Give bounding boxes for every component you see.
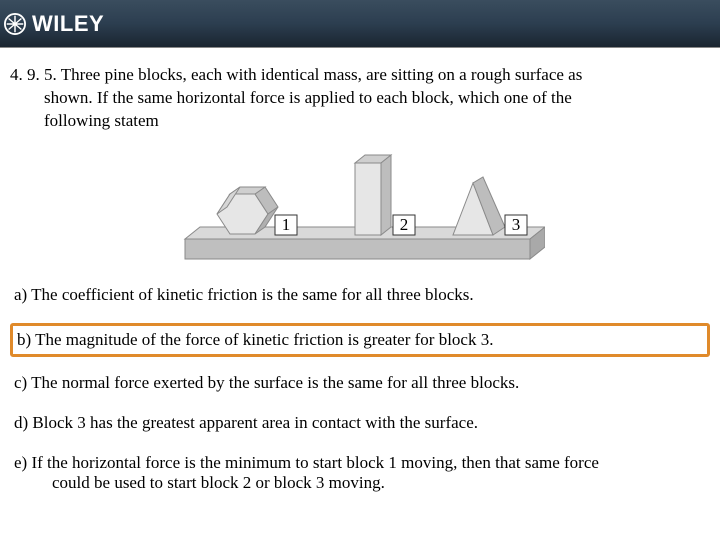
option-a-label: a) bbox=[14, 285, 31, 304]
stem-line-3: following statem bbox=[10, 110, 710, 133]
option-e-text-2: could be used to start block 2 or block … bbox=[14, 473, 706, 493]
wiley-icon bbox=[4, 13, 26, 35]
stem-line-2: shown. If the same horizontal force is a… bbox=[10, 87, 710, 110]
option-d-label: d) bbox=[14, 413, 32, 432]
option-d-text: Block 3 has the greatest apparent area i… bbox=[32, 413, 478, 432]
slide-content: 4. 9. 5. Three pine blocks, each with id… bbox=[0, 48, 720, 521]
question-stem: 4. 9. 5. Three pine blocks, each with id… bbox=[10, 64, 710, 133]
wiley-logo: WILEY bbox=[4, 11, 104, 37]
label-2: 2 bbox=[400, 215, 409, 234]
options-list: a) The coefficient of kinetic friction i… bbox=[10, 283, 710, 495]
option-a: a) The coefficient of kinetic friction i… bbox=[10, 283, 710, 307]
option-e: e) If the horizontal force is the minimu… bbox=[10, 451, 710, 495]
stem-line-1: 4. 9. 5. Three pine blocks, each with id… bbox=[10, 64, 710, 87]
blocks-figure: 1 2 3 bbox=[175, 139, 545, 269]
header-bar: WILEY bbox=[0, 0, 720, 48]
figure-container: 1 2 3 bbox=[10, 139, 710, 269]
option-b-label: b) bbox=[17, 330, 35, 349]
option-b: b) The magnitude of the force of kinetic… bbox=[10, 323, 710, 357]
option-a-text: The coefficient of kinetic friction is t… bbox=[31, 285, 473, 304]
label-1: 1 bbox=[282, 215, 291, 234]
option-e-text: If the horizontal force is the minimum t… bbox=[31, 453, 598, 472]
option-e-label: e) bbox=[14, 453, 31, 472]
option-d: d) Block 3 has the greatest apparent are… bbox=[10, 411, 710, 435]
brand-text: WILEY bbox=[32, 11, 104, 37]
block-2 bbox=[355, 155, 391, 235]
option-c-text: The normal force exerted by the surface … bbox=[31, 373, 519, 392]
block-3 bbox=[453, 177, 505, 235]
option-c: c) The normal force exerted by the surfa… bbox=[10, 371, 710, 395]
label-3: 3 bbox=[512, 215, 521, 234]
option-b-text: The magnitude of the force of kinetic fr… bbox=[35, 330, 493, 349]
option-c-label: c) bbox=[14, 373, 31, 392]
